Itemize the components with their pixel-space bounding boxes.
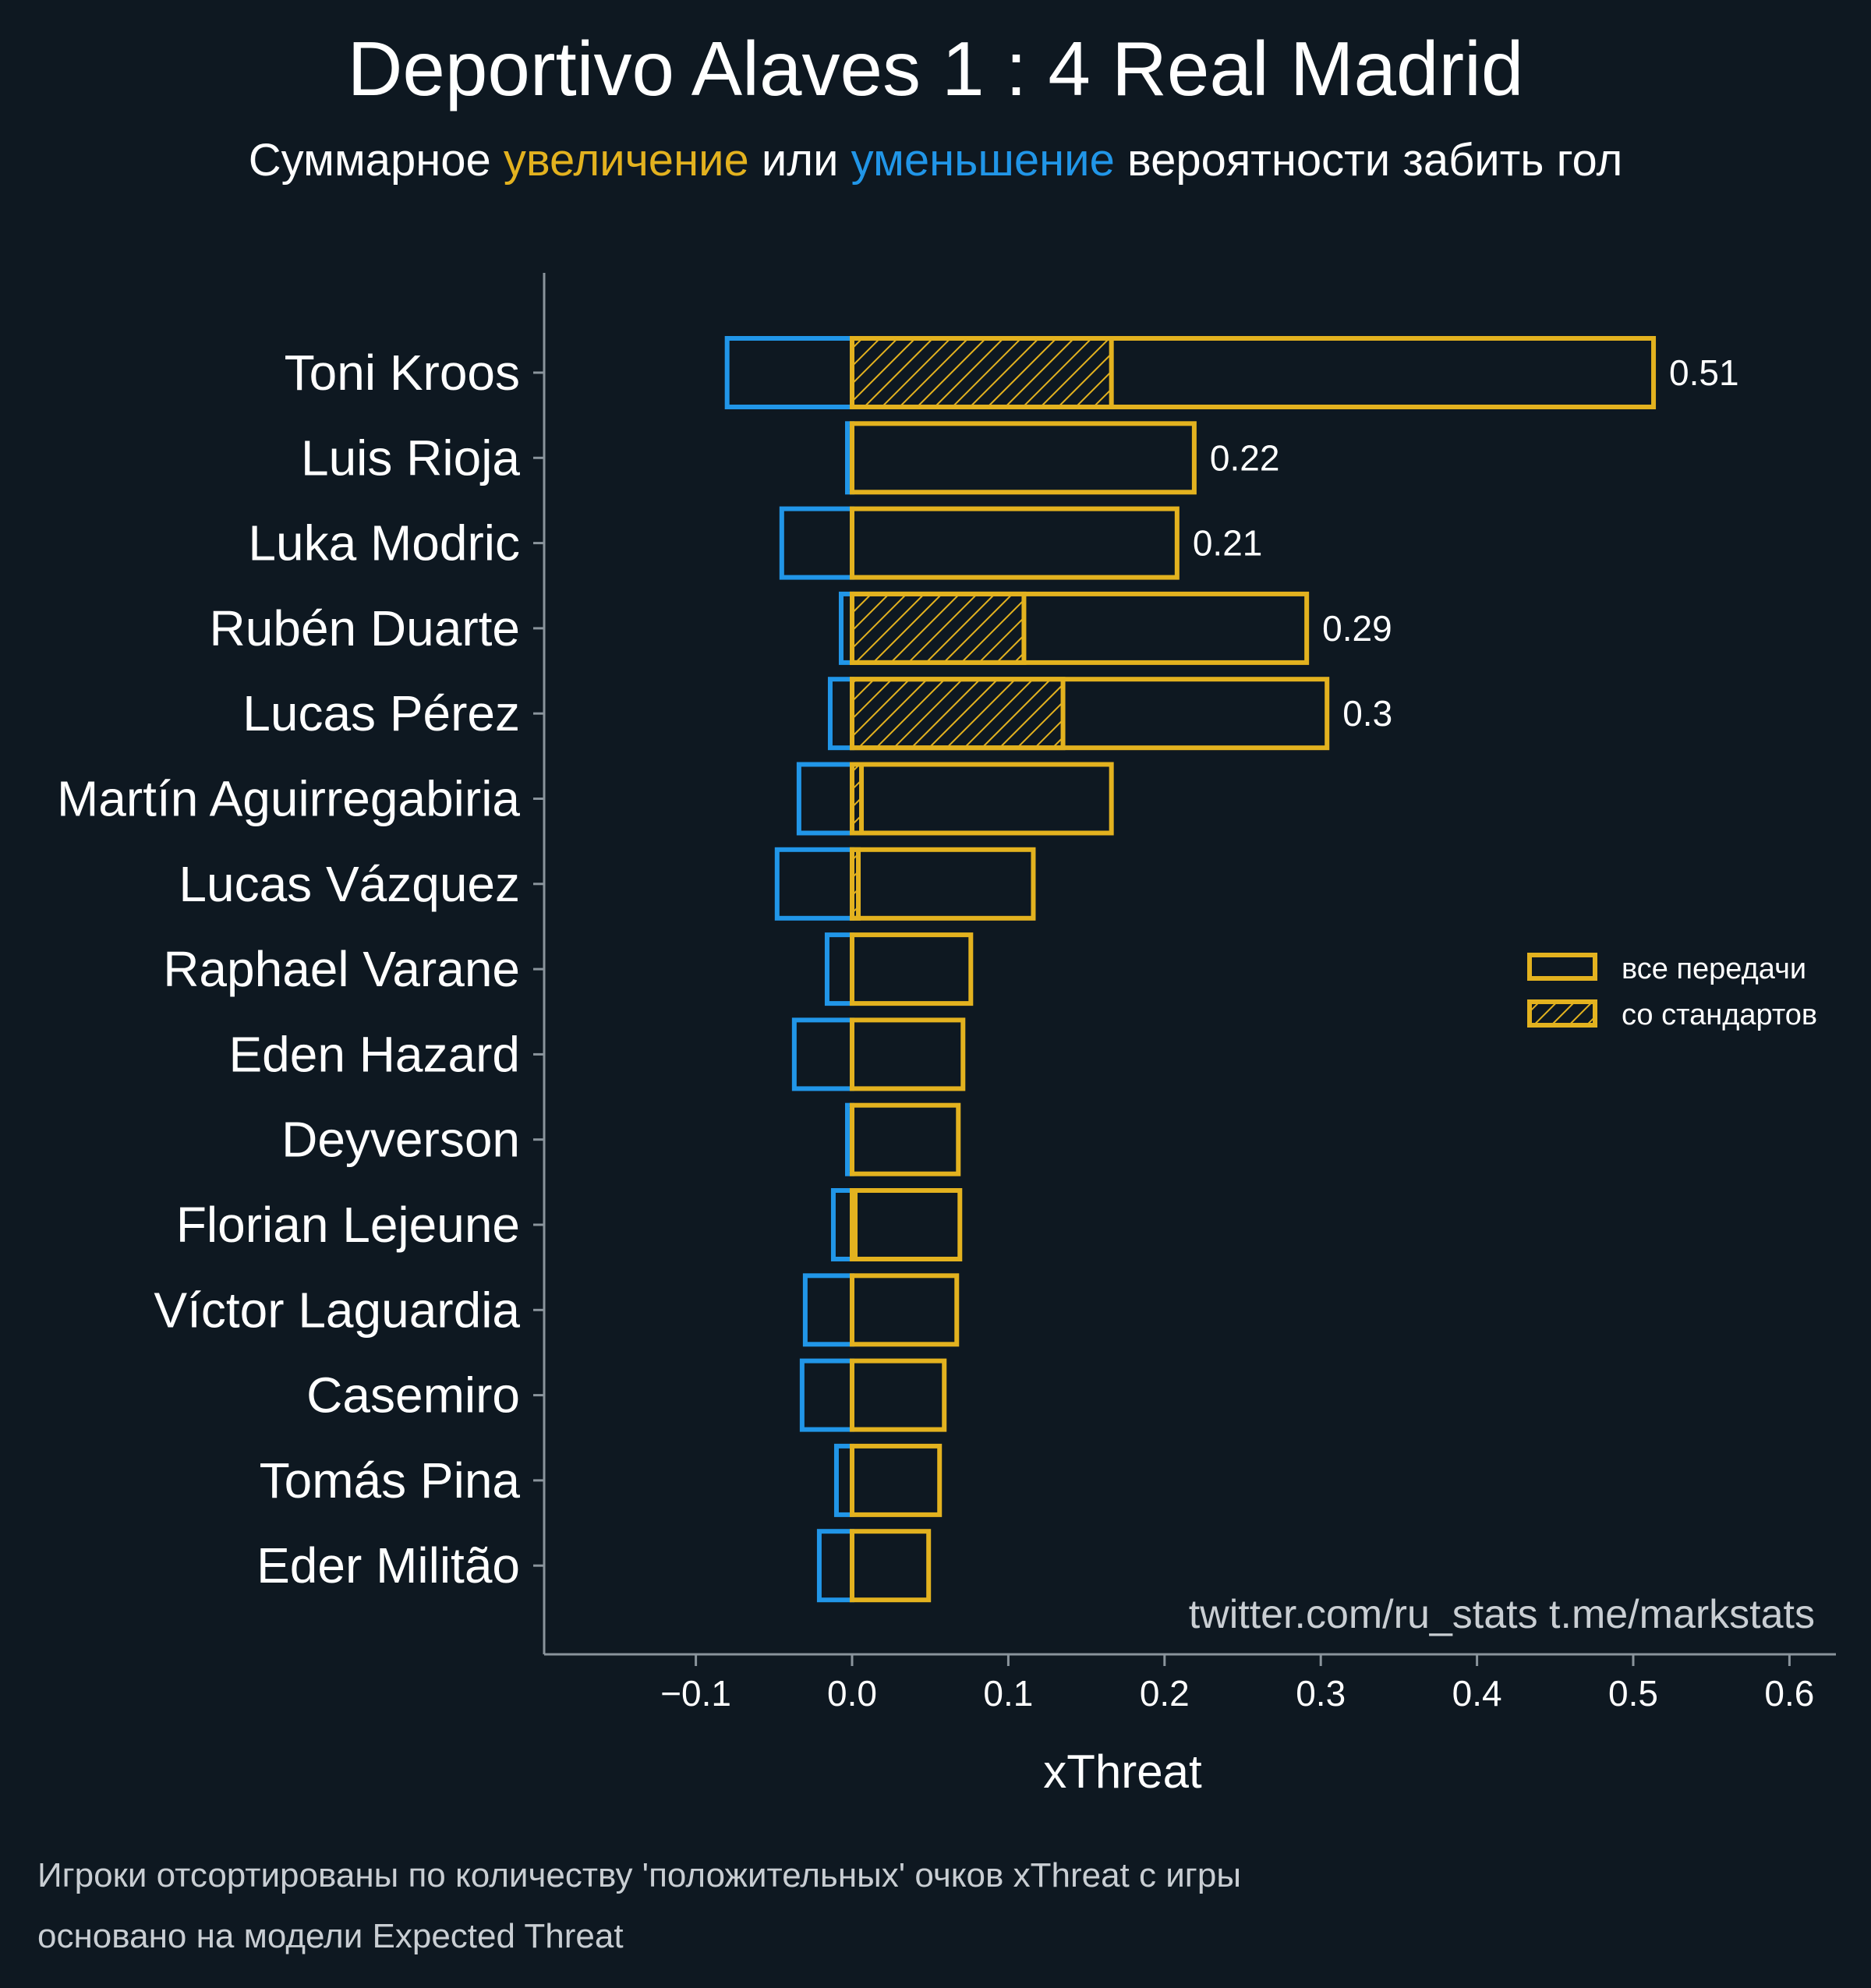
bar-all-passes bbox=[850, 1102, 961, 1176]
watermark: twitter.com/ru_stats t.me/markstats bbox=[1189, 1592, 1815, 1637]
bar-negative bbox=[799, 1358, 854, 1432]
bar-all-passes bbox=[850, 847, 1036, 921]
value-label: 0.51 bbox=[1669, 352, 1739, 393]
bar-negative bbox=[833, 1443, 854, 1517]
bars bbox=[724, 336, 1657, 1603]
bar-negative bbox=[791, 1017, 854, 1091]
player-label: Luis Rioja bbox=[301, 430, 520, 486]
bar-negative bbox=[827, 677, 854, 751]
subtitle-part2: или bbox=[749, 135, 851, 186]
bar-set-pieces bbox=[850, 677, 1066, 751]
player-label: Rubén Duarte bbox=[210, 600, 520, 656]
bar-negative bbox=[802, 1273, 855, 1347]
bar-all-passes bbox=[850, 506, 1180, 580]
player-label: Luka Modric bbox=[248, 515, 520, 571]
bar-negative bbox=[724, 336, 854, 409]
subtitle-decrease: уменьшение bbox=[851, 135, 1115, 186]
player-label: Martín Aguirregabiria bbox=[57, 771, 520, 827]
bar-all-passes bbox=[850, 1443, 943, 1517]
player-label: Tomás Pina bbox=[260, 1452, 521, 1509]
bar-all-passes bbox=[850, 1358, 947, 1432]
player-label: Eder Militão bbox=[256, 1537, 520, 1594]
player-label: Casemiro bbox=[306, 1367, 520, 1424]
x-tick-label: 0.3 bbox=[1296, 1673, 1346, 1714]
bar-all-passes bbox=[850, 336, 1657, 409]
player-label: Víctor Laguardia bbox=[154, 1282, 520, 1338]
bar-all-passes bbox=[850, 1529, 932, 1603]
bar-set-pieces bbox=[850, 336, 1114, 409]
x-tick-label: 0.1 bbox=[983, 1673, 1033, 1714]
x-tick-label: 0.4 bbox=[1452, 1673, 1502, 1714]
legend-label-set-pieces: со стандартов bbox=[1622, 999, 1817, 1031]
player-label: Lucas Vázquez bbox=[179, 856, 520, 912]
bar-all-passes bbox=[850, 932, 974, 1006]
player-label: Florian Lejeune bbox=[176, 1197, 520, 1253]
value-label: 0.21 bbox=[1193, 523, 1263, 564]
bar-all-passes bbox=[850, 1273, 960, 1347]
player-label: Raphael Varane bbox=[163, 941, 520, 997]
bar-negative bbox=[774, 847, 854, 921]
x-tick-label: 0.6 bbox=[1764, 1673, 1814, 1714]
bar-negative bbox=[830, 1188, 855, 1261]
bar-all-passes bbox=[850, 1017, 966, 1091]
chart-subtitle: Суммарное увеличение или уменьшение веро… bbox=[249, 135, 1623, 186]
bar-negative bbox=[796, 762, 855, 836]
footnote-line1: Игроки отсортированы по количеству 'поло… bbox=[37, 1856, 1241, 1894]
bar-negative bbox=[816, 1529, 855, 1603]
x-ticks: −0.1 0.0 0.1 0.2 0.3 0.4 0.5 0.6 bbox=[660, 1654, 1814, 1714]
bar-negative bbox=[824, 932, 855, 1006]
bar-all-passes bbox=[850, 677, 1330, 751]
legend-swatch-all-passes bbox=[1527, 953, 1597, 981]
value-labels: 0.51 0.22 0.21 0.29 0.3 bbox=[1193, 352, 1739, 734]
bar-all-passes bbox=[850, 591, 1310, 665]
value-label: 0.3 bbox=[1342, 693, 1392, 734]
value-label: 0.29 bbox=[1322, 608, 1392, 649]
subtitle-part3: вероятности забить гол bbox=[1115, 135, 1622, 186]
player-label: Toni Kroos bbox=[285, 345, 520, 401]
player-labels: Toni Kroos Luis Rioja Luka Modric Rubén Dua… bbox=[57, 345, 544, 1594]
bar-negative bbox=[779, 506, 855, 580]
legend: все передачи со стандартов bbox=[1527, 953, 1817, 1031]
player-label: Deyverson bbox=[281, 1112, 520, 1168]
legend-swatch-set-pieces bbox=[1527, 999, 1597, 1028]
subtitle-part1: Суммарное bbox=[249, 135, 504, 186]
player-label: Lucas Pérez bbox=[242, 685, 520, 741]
axes bbox=[543, 273, 1836, 1656]
bar-all-passes bbox=[850, 421, 1197, 495]
value-label: 0.22 bbox=[1210, 437, 1280, 478]
x-tick-label: 0.0 bbox=[827, 1673, 877, 1714]
x-tick-label: −0.1 bbox=[660, 1673, 731, 1714]
chart-title: Deportivo Alaves 1 : 4 Real Madrid bbox=[348, 26, 1524, 111]
player-label: Eden Hazard bbox=[228, 1026, 520, 1082]
bar-all-passes bbox=[850, 1188, 963, 1261]
x-tick-label: 0.2 bbox=[1140, 1673, 1190, 1714]
legend-label-all-passes: все передачи bbox=[1622, 953, 1806, 985]
x-axis-label: xThreat bbox=[1043, 1746, 1202, 1798]
x-tick-label: 0.5 bbox=[1608, 1673, 1658, 1714]
bar-set-pieces bbox=[850, 591, 1027, 665]
bar-all-passes bbox=[850, 762, 1114, 836]
subtitle-increase: увеличение bbox=[504, 135, 749, 186]
footnote-line2: основано на модели Expected Threat bbox=[37, 1917, 624, 1955]
